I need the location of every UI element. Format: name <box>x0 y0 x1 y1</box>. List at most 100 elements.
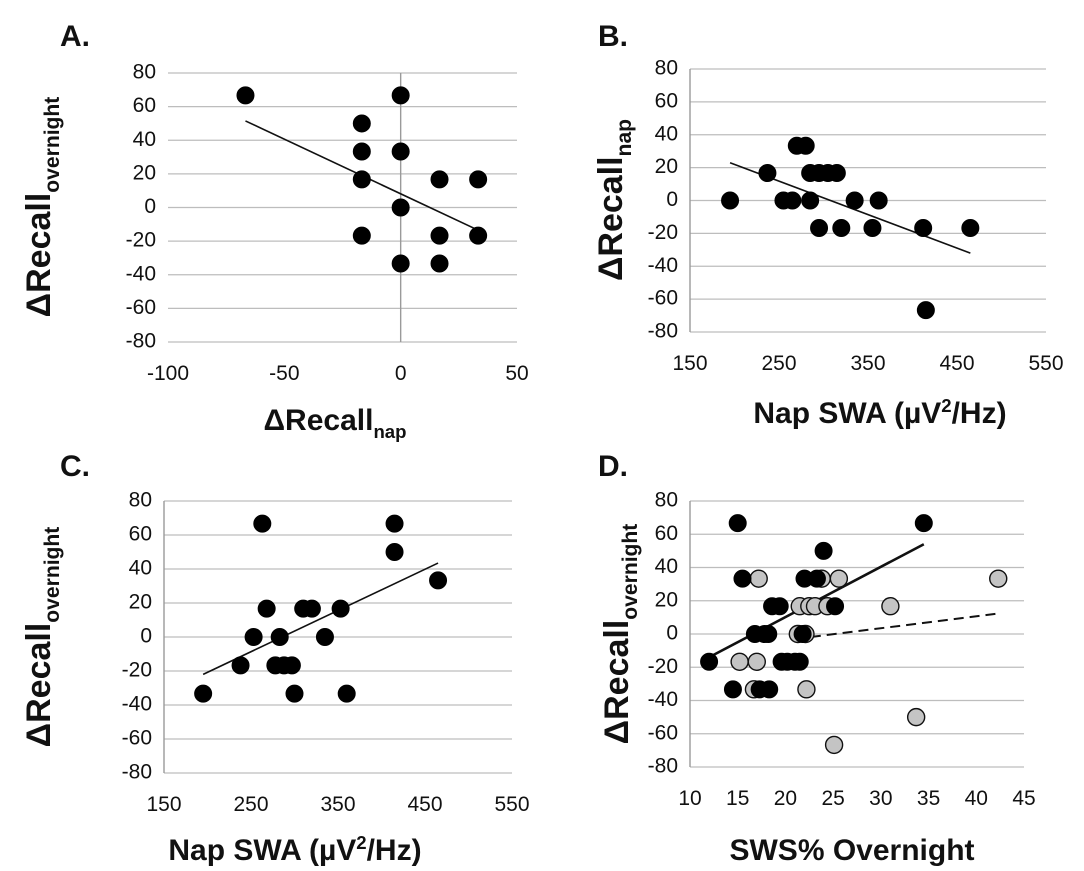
data-point-gray <box>990 570 1007 587</box>
y-tick-label: 40 <box>133 128 156 151</box>
data-point <box>258 600 275 617</box>
y-tick-label: -80 <box>648 320 678 343</box>
x-tick-label: 50 <box>505 362 528 385</box>
y-tick-label: -60 <box>648 287 678 310</box>
data-point-gray <box>731 653 748 670</box>
data-point <box>827 598 844 615</box>
data-point <box>386 544 403 561</box>
y-tick-label: 80 <box>133 61 156 84</box>
data-point <box>286 685 303 702</box>
data-point <box>784 192 801 209</box>
panel-c: C. 80 60 40 20 0 -20 -40 -60 -80 150 250 350 450 550 Na… <box>20 450 530 867</box>
y-tick-label: -20 <box>648 655 678 678</box>
y-tick-label: -60 <box>122 727 152 750</box>
data-point <box>771 598 788 615</box>
y-tick-label: -40 <box>122 693 152 716</box>
data-point <box>759 165 776 182</box>
x-tick-label: 20 <box>774 787 797 810</box>
y-axis-title: ΔRecallovernight <box>20 527 64 748</box>
y-tick-label: -60 <box>648 721 678 744</box>
panel-letter: B. <box>598 20 628 53</box>
data-point <box>815 542 832 559</box>
x-tick-label: 10 <box>678 787 701 810</box>
x-tick-label: 45 <box>1012 787 1035 810</box>
data-point-gray <box>830 570 847 587</box>
y-tick-label: -40 <box>648 688 678 711</box>
y-tick-label: 0 <box>666 188 678 211</box>
y-tick-label: -40 <box>648 254 678 277</box>
y-tick-label: 20 <box>133 161 156 184</box>
y-tick-label: 20 <box>655 155 678 178</box>
x-tick-label: 350 <box>320 793 355 816</box>
data-point <box>761 681 778 698</box>
x-tick-label: 250 <box>233 793 268 816</box>
x-tick-label: 550 <box>1028 352 1063 375</box>
data-point <box>791 653 808 670</box>
data-point-gray <box>882 598 899 615</box>
panel-letter: C. <box>60 450 90 483</box>
data-point <box>353 115 370 132</box>
data-point-gray <box>908 709 925 726</box>
data-point <box>232 657 249 674</box>
y-tick-label: 60 <box>133 94 156 117</box>
data-point <box>353 143 370 160</box>
data-point <box>870 192 887 209</box>
data-point <box>729 515 746 532</box>
y-tick-label: -80 <box>122 761 152 784</box>
y-tick-label: 0 <box>140 625 152 648</box>
data-point <box>808 570 825 587</box>
y-tick-label: -80 <box>648 755 678 778</box>
x-tick-label: 15 <box>726 787 749 810</box>
data-point-gray <box>826 736 843 753</box>
data-point <box>864 219 881 236</box>
data-point <box>271 629 288 646</box>
y-tick-label: -20 <box>648 221 678 244</box>
data-point <box>811 219 828 236</box>
y-tick-label: 60 <box>655 89 678 112</box>
y-axis-title: ΔRecallovernight <box>20 97 64 318</box>
x-tick-label: 35 <box>917 787 940 810</box>
x-axis-title: Nap SWA (µV2/Hz) <box>753 395 1006 430</box>
y-tick-label: -20 <box>122 659 152 682</box>
data-point <box>430 572 447 589</box>
x-axis-title: SWS% Overnight <box>729 834 974 867</box>
data-point <box>962 219 979 236</box>
data-point <box>237 87 254 104</box>
data-point <box>431 171 448 188</box>
data-point <box>701 653 718 670</box>
data-point <box>846 192 863 209</box>
x-tick-label: 150 <box>146 793 181 816</box>
data-point <box>794 626 811 643</box>
data-point <box>760 626 777 643</box>
data-point-gray <box>798 681 815 698</box>
y-tick-label: 20 <box>655 588 678 611</box>
trend-line-dashed <box>795 614 998 639</box>
panel-letter: D. <box>598 450 628 483</box>
y-tick-label: 80 <box>129 489 152 512</box>
y-tick-label: 40 <box>655 555 678 578</box>
x-tick-label: -100 <box>147 362 189 385</box>
x-tick-label: 450 <box>939 352 974 375</box>
data-point <box>353 171 370 188</box>
data-point-gray <box>748 653 765 670</box>
y-tick-label: -20 <box>126 229 156 252</box>
data-point <box>915 219 932 236</box>
x-tick-label: 0 <box>395 362 407 385</box>
data-point <box>303 600 320 617</box>
y-tick-label: 0 <box>144 195 156 218</box>
data-point <box>724 681 741 698</box>
data-point <box>833 219 850 236</box>
data-point <box>470 171 487 188</box>
data-point <box>392 255 409 272</box>
data-point <box>734 570 751 587</box>
data-point <box>254 515 271 532</box>
y-axis-title: ΔRecallnap <box>592 119 636 281</box>
data-point <box>915 515 932 532</box>
x-tick-label: 550 <box>494 793 529 816</box>
x-tick-label: 25 <box>821 787 844 810</box>
x-tick-label: 350 <box>850 352 885 375</box>
data-point <box>802 192 819 209</box>
y-tick-label: 80 <box>655 489 678 512</box>
y-tick-label: 0 <box>666 622 678 645</box>
